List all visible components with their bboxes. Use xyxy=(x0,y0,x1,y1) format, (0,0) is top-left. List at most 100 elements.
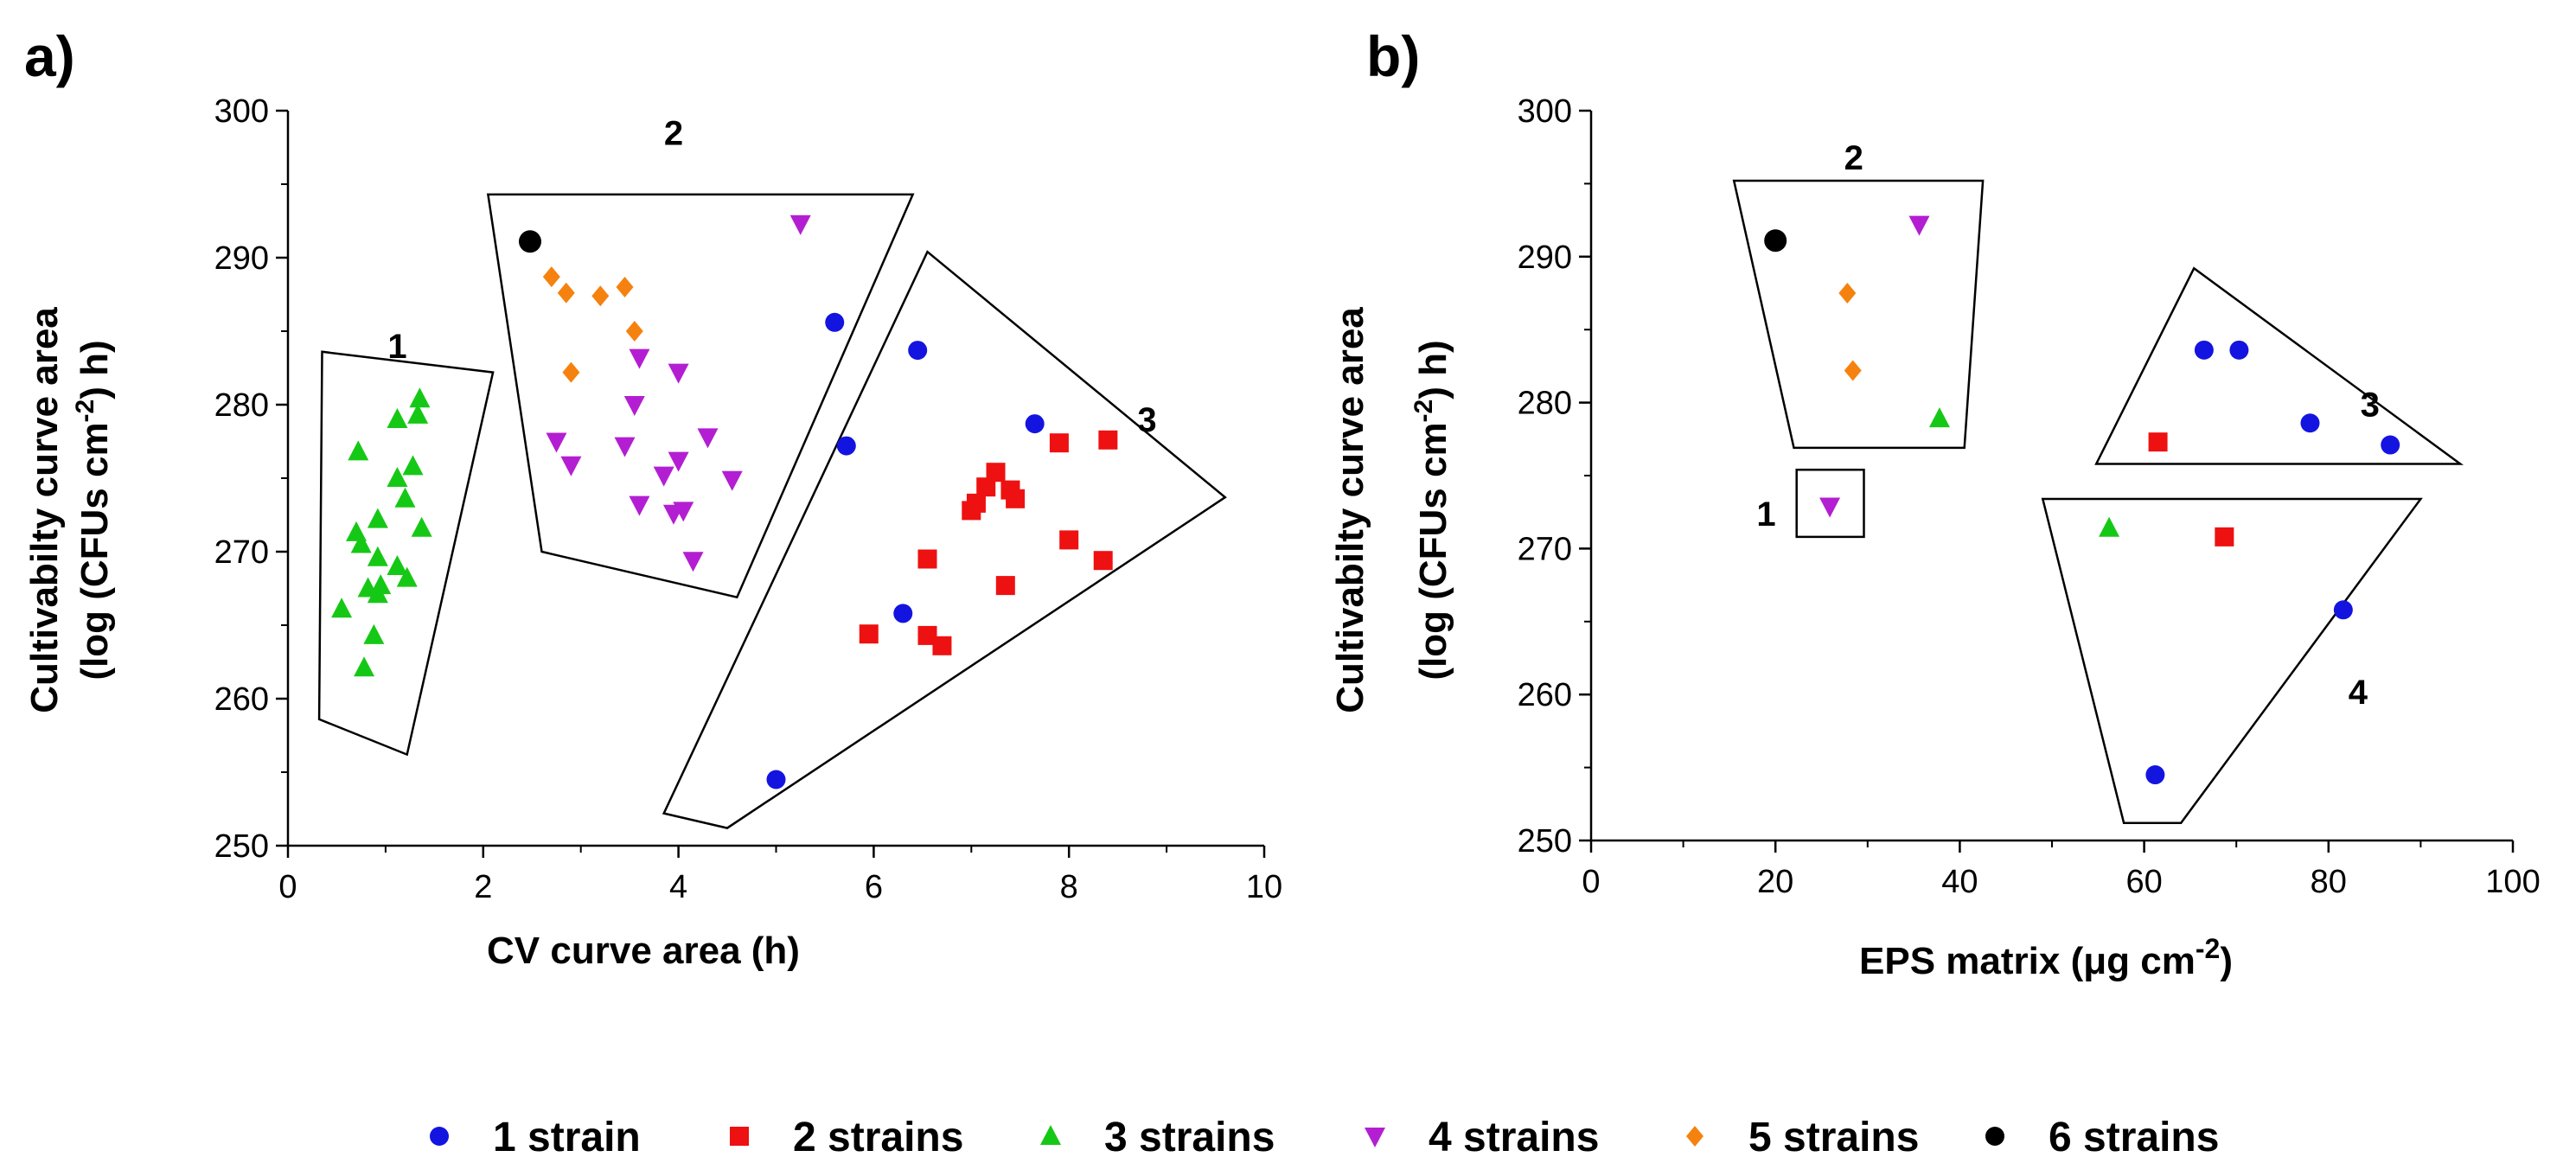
panel-a-point-2-strains xyxy=(995,576,1015,596)
legend: 1 strain 2 strains 3 strains 4 strains 5 str… xyxy=(430,1115,2219,1160)
panel-a-y-axis-title: Cultivabilty curve area (log (CFUs cm-2)… xyxy=(23,307,116,713)
panel-a-cluster-3-label: 3 xyxy=(1137,401,1156,439)
legend-label-6-strains: 6 strains xyxy=(2049,1115,2219,1160)
panel-a-point-3-strains xyxy=(407,403,429,424)
panel-a-point-1-strain xyxy=(893,604,913,623)
panel-b-cluster-4-outline xyxy=(2041,497,2423,824)
panel-b-y-tick-label: 280 xyxy=(1518,386,1572,422)
panel-a-point-4-strains xyxy=(629,495,650,516)
panel-a-x-axis-title: CV curve area (h) xyxy=(487,930,800,972)
panel-b-cluster-3-outline xyxy=(2094,266,2464,465)
panel-a-ticks: 0 2 4 6 8 10 250 260 270 280 290 300 xyxy=(214,93,1283,905)
panel-a-point-3-strains xyxy=(363,623,385,644)
panel-a-x-tick-label: 2 xyxy=(474,869,492,905)
panel-a-x-tick-label: 8 xyxy=(1060,869,1078,905)
legend-marker-1-strain xyxy=(430,1127,449,1146)
panel-a-point-2-strains xyxy=(986,463,1006,483)
panel-a-point-3-strains xyxy=(396,566,418,587)
panel-b-point-2-strains xyxy=(2148,432,2168,452)
panel-a-point-3-strains xyxy=(394,487,416,508)
panel-a-point-2-strains xyxy=(1006,489,1026,508)
panel-a-point-5-strains xyxy=(562,361,580,383)
panel-a-point-6-strains xyxy=(518,230,541,253)
panel-b-ticks: 0 20 40 60 80 100 250 260 270 280 290 300 xyxy=(1518,93,2541,900)
panel-b-point-4-strains xyxy=(1819,497,1841,518)
panel-a-x-tick-label: 6 xyxy=(865,869,883,905)
panel-a-y-tick-label: 250 xyxy=(214,828,269,865)
panel-b-y-axis-title-line1: Cultivabilty curve area xyxy=(1329,307,1371,713)
panel-a-x-tick-label: 4 xyxy=(669,869,687,905)
legend-marker-6-strains xyxy=(1985,1127,2004,1146)
panel-a-point-2-strains xyxy=(962,501,981,521)
panel-a-point-3-strains xyxy=(402,455,424,476)
panel-a-point-2-strains xyxy=(1059,530,1079,550)
panel-a-point-3-strains xyxy=(348,440,369,461)
panel-b-y-axis-title-line2: (log (CFUs cm-2) h) xyxy=(1409,340,1455,680)
panel-b-point-5-strains xyxy=(1844,360,1862,381)
panel-a-point-4-strains xyxy=(697,428,719,449)
panel-b-cluster-2-label: 2 xyxy=(1844,139,1863,177)
panel-a-point-4-strains xyxy=(560,456,582,476)
panel-b-cluster-outlines: 1 2 3 4 xyxy=(1732,139,2464,824)
panel-b-x-tick-label: 60 xyxy=(2125,864,2162,900)
panel-a-cluster-2-label: 2 xyxy=(664,115,683,153)
panel-a-point-1-strain xyxy=(766,770,786,789)
panel-a-point-2-strains xyxy=(1098,430,1118,450)
panel-b-cluster-4-label: 4 xyxy=(2349,674,2368,712)
panel-b-y-axis-title: Cultivabilty curve area (log (CFUs cm-2)… xyxy=(1329,307,1454,713)
legend-label-3-strains: 3 strains xyxy=(1104,1115,1275,1160)
panel-a-point-1-strain xyxy=(836,436,856,456)
panel-b-y-tick-label: 260 xyxy=(1518,677,1572,713)
legend-label-2-strains: 2 strains xyxy=(793,1115,963,1160)
panel-b-x-tick-label: 20 xyxy=(1757,864,1793,900)
panel-a-point-4-strains xyxy=(789,214,811,235)
panel-a-point-3-strains xyxy=(387,555,408,575)
panel-b-point-2-strains xyxy=(2215,527,2234,546)
panel-a-point-4-strains xyxy=(546,432,567,453)
panel-a-point-3-strains xyxy=(350,533,372,553)
panel-b: b) Cultivabilty curve area (log (CFUs cm… xyxy=(1329,24,2541,982)
panel-a-point-3-strains xyxy=(387,408,408,428)
panel-a-point-3-strains xyxy=(411,516,432,537)
panel-b-point-1-strain xyxy=(2333,600,2353,620)
panel-a-point-2-strains xyxy=(1049,433,1069,453)
panel-a-point-4-strains xyxy=(614,437,636,457)
panel-b-point-6-strains xyxy=(1764,229,1787,252)
panel-a-x-tick-label: 0 xyxy=(278,869,297,905)
panel-b-cluster-1-outline xyxy=(1795,468,1865,539)
panel-a-point-4-strains xyxy=(668,363,689,384)
panel-b-x-tick-label: 0 xyxy=(1582,864,1600,900)
panel-b-data-points xyxy=(1764,215,2400,785)
panel-a-y-tick-label: 280 xyxy=(214,387,269,424)
panel-a-letter: a) xyxy=(24,24,75,88)
panel-a-point-3-strains xyxy=(367,508,388,528)
panel-a: a) Cultivabilty curve area (log (CFUs cm… xyxy=(23,24,1282,972)
panel-a-y-tick-label: 270 xyxy=(214,534,269,571)
panel-a-point-1-strain xyxy=(825,312,845,332)
panel-b-y-tick-label: 270 xyxy=(1518,531,1572,567)
panel-a-cluster-1-outline xyxy=(317,350,495,757)
panel-a-point-2-strains xyxy=(976,477,996,497)
panel-a-x-tick-label: 10 xyxy=(1246,869,1282,905)
panel-a-cluster-outlines: 1 2 3 xyxy=(317,115,1227,829)
panel-b-point-3-strains xyxy=(2099,516,2120,537)
panel-b-point-5-strains xyxy=(1838,283,1857,304)
panel-a-point-4-strains xyxy=(682,552,704,572)
panel-a-point-3-strains xyxy=(367,546,388,566)
panel-a-point-2-strains xyxy=(932,636,952,655)
panel-b-point-4-strains xyxy=(1908,215,1930,236)
panel-a-point-3-strains xyxy=(331,598,353,618)
panel-a-y-tick-label: 300 xyxy=(214,93,269,130)
panel-a-data-points xyxy=(331,214,1118,789)
panel-b-point-1-strain xyxy=(2381,435,2400,455)
legend-marker-3-strains xyxy=(1040,1125,1061,1145)
panel-a-y-tick-label: 290 xyxy=(214,240,269,277)
legend-marker-2-strains xyxy=(730,1127,749,1146)
panel-a-point-3-strains xyxy=(354,656,375,677)
panel-b-x-axis-title: EPS matrix (μg cm-2) xyxy=(1859,933,2233,982)
panel-a-point-5-strains xyxy=(542,266,560,288)
panel-a-y-tick-label: 260 xyxy=(214,681,269,718)
panel-b-cluster-1-label: 1 xyxy=(1756,495,1775,534)
panel-a-point-4-strains xyxy=(623,396,645,416)
panel-a-point-5-strains xyxy=(625,321,643,342)
